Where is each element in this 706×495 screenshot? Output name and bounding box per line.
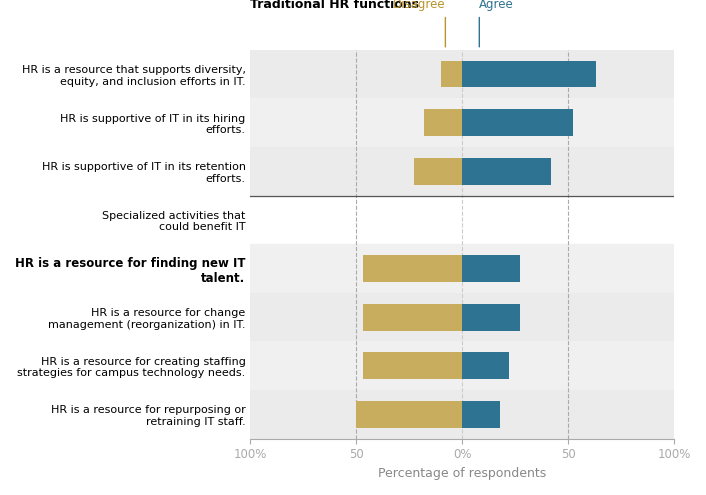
Bar	[357, 401, 462, 428]
Bar	[462, 401, 501, 428]
Bar	[363, 255, 462, 282]
Bar	[462, 304, 520, 331]
Bar	[414, 158, 462, 185]
X-axis label: Percentage of respondents: Percentage of respondents	[378, 467, 546, 480]
Bar	[441, 60, 462, 87]
Bar	[251, 244, 674, 293]
Bar	[251, 99, 674, 147]
Bar	[363, 352, 462, 379]
Text: Traditional HR functions: Traditional HR functions	[251, 0, 419, 11]
Bar	[462, 60, 596, 87]
Bar	[251, 293, 674, 342]
Bar	[424, 109, 462, 136]
Bar	[251, 50, 674, 99]
Bar	[251, 390, 674, 439]
Text: Disagree: Disagree	[393, 0, 445, 11]
Bar	[462, 352, 509, 379]
Bar	[462, 255, 520, 282]
Bar	[363, 304, 462, 331]
Bar	[462, 158, 551, 185]
Bar	[462, 109, 573, 136]
Bar	[251, 342, 674, 390]
Text: Agree: Agree	[479, 0, 514, 11]
Bar	[251, 147, 674, 196]
